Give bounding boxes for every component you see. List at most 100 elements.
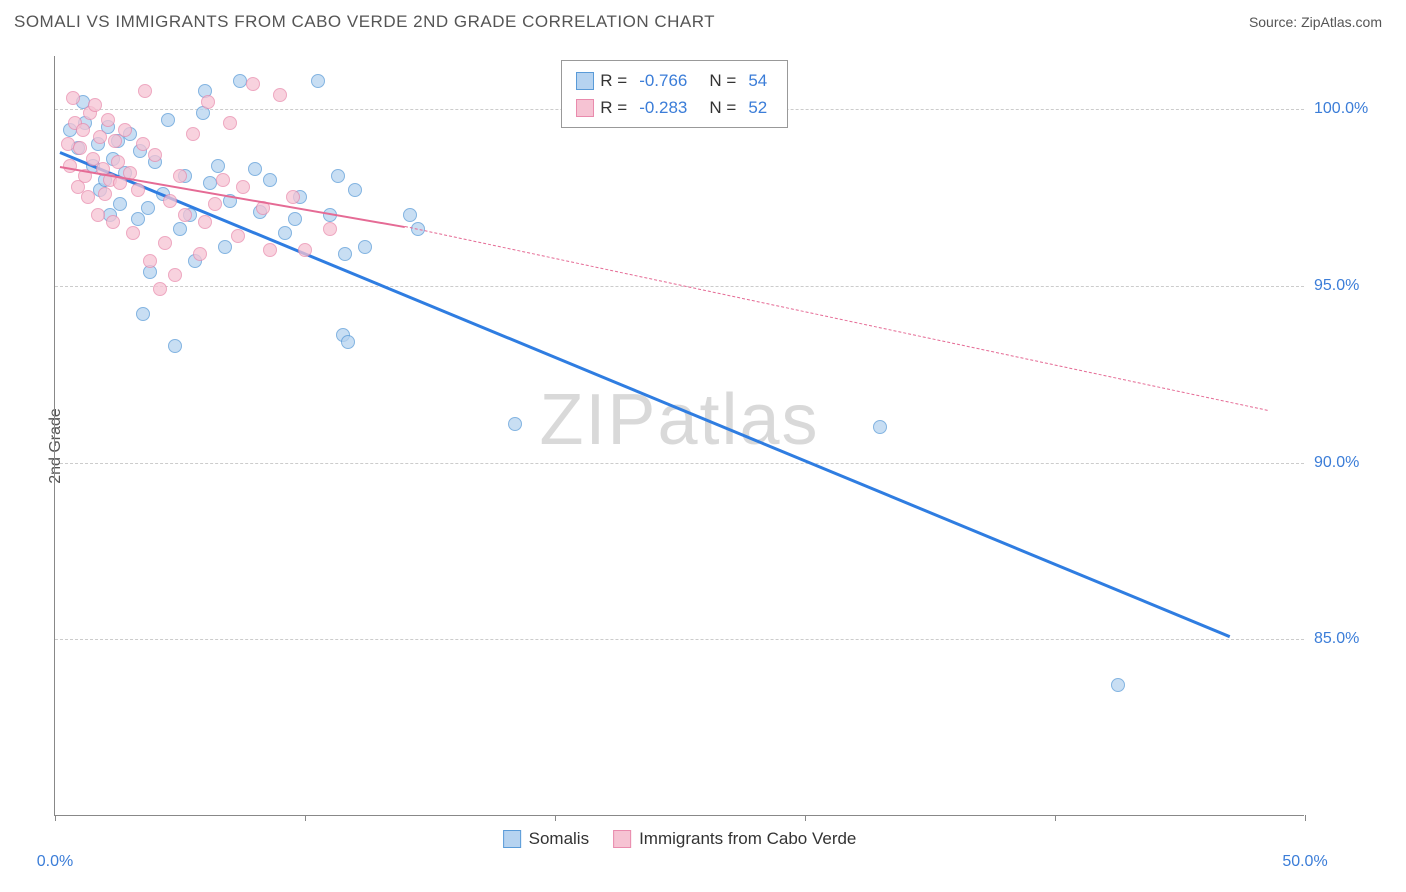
scatter-point	[136, 137, 150, 151]
r-value: -0.283	[639, 94, 687, 121]
stats-legend-row: R = -0.766 N = 54	[576, 67, 773, 94]
trend-line	[405, 226, 1268, 411]
scatter-point	[273, 88, 287, 102]
x-tick-label: 50.0%	[1282, 853, 1327, 871]
scatter-point	[76, 123, 90, 137]
scatter-point	[403, 208, 417, 222]
scatter-point	[178, 208, 192, 222]
n-label: N =	[709, 67, 736, 94]
scatter-point	[66, 91, 80, 105]
scatter-point	[168, 339, 182, 353]
x-tick-mark	[1305, 815, 1306, 821]
r-label: R =	[600, 67, 627, 94]
n-label: N =	[709, 94, 736, 121]
scatter-point	[348, 183, 362, 197]
scatter-point	[246, 77, 260, 91]
scatter-point	[88, 98, 102, 112]
legend-label: Somalis	[529, 829, 589, 849]
scatter-point	[141, 201, 155, 215]
r-label: R =	[600, 94, 627, 121]
y-tick-label: 85.0%	[1314, 630, 1384, 648]
scatter-point	[278, 226, 292, 240]
x-tick-mark	[55, 815, 56, 821]
legend-swatch	[576, 72, 594, 90]
gridline	[55, 639, 1304, 640]
scatter-point	[286, 190, 300, 204]
chart-container: 2nd Grade ZIPatlas 85.0%90.0%95.0%100.0%…	[14, 46, 1392, 846]
legend-swatch	[613, 830, 631, 848]
scatter-point	[263, 173, 277, 187]
n-value: 54	[748, 67, 767, 94]
scatter-point	[323, 222, 337, 236]
scatter-point	[131, 212, 145, 226]
x-tick-mark	[1055, 815, 1056, 821]
scatter-point	[193, 247, 207, 261]
scatter-point	[223, 116, 237, 130]
legend-item: Immigrants from Cabo Verde	[613, 829, 856, 849]
scatter-point	[158, 236, 172, 250]
scatter-point	[231, 229, 245, 243]
scatter-point	[138, 84, 152, 98]
scatter-point	[91, 208, 105, 222]
scatter-point	[201, 95, 215, 109]
x-tick-mark	[305, 815, 306, 821]
trend-line	[59, 152, 1230, 639]
scatter-point	[236, 180, 250, 194]
stats-legend: R = -0.766 N = 54 R = -0.283 N = 52	[561, 60, 788, 128]
scatter-point	[216, 173, 230, 187]
x-tick-label: 0.0%	[37, 853, 73, 871]
scatter-point	[338, 247, 352, 261]
scatter-point	[93, 130, 107, 144]
scatter-point	[73, 141, 87, 155]
scatter-point	[331, 169, 345, 183]
scatter-point	[186, 127, 200, 141]
scatter-point	[341, 335, 355, 349]
scatter-point	[173, 169, 187, 183]
scatter-point	[161, 113, 175, 127]
scatter-point	[106, 215, 120, 229]
r-value: -0.766	[639, 67, 687, 94]
stats-legend-row: R = -0.283 N = 52	[576, 94, 773, 121]
scatter-point	[288, 212, 302, 226]
scatter-point	[168, 268, 182, 282]
y-tick-label: 100.0%	[1314, 100, 1384, 118]
scatter-point	[81, 190, 95, 204]
scatter-point	[358, 240, 372, 254]
legend-swatch	[576, 99, 594, 117]
scatter-point	[263, 243, 277, 257]
scatter-point	[163, 194, 177, 208]
gridline	[55, 463, 1304, 464]
scatter-point	[118, 123, 132, 137]
x-tick-mark	[805, 815, 806, 821]
n-value: 52	[748, 94, 767, 121]
scatter-point	[126, 226, 140, 240]
scatter-point	[136, 307, 150, 321]
scatter-point	[131, 183, 145, 197]
scatter-point	[173, 222, 187, 236]
chart-title: SOMALI VS IMMIGRANTS FROM CABO VERDE 2ND…	[14, 12, 715, 32]
y-tick-label: 90.0%	[1314, 454, 1384, 472]
scatter-point	[198, 215, 212, 229]
scatter-point	[143, 254, 157, 268]
scatter-point	[508, 417, 522, 431]
legend-item: Somalis	[503, 829, 589, 849]
scatter-point	[211, 159, 225, 173]
scatter-point	[108, 134, 122, 148]
scatter-point	[873, 420, 887, 434]
gridline	[55, 286, 1304, 287]
scatter-point	[98, 187, 112, 201]
scatter-point	[111, 155, 125, 169]
scatter-point	[311, 74, 325, 88]
legend-label: Immigrants from Cabo Verde	[639, 829, 856, 849]
scatter-point	[101, 113, 115, 127]
x-tick-mark	[555, 815, 556, 821]
scatter-point	[298, 243, 312, 257]
source-label: Source: ZipAtlas.com	[1249, 14, 1382, 30]
scatter-point	[248, 162, 262, 176]
legend-swatch	[503, 830, 521, 848]
plot-area: ZIPatlas 85.0%90.0%95.0%100.0%0.0%50.0%R…	[54, 56, 1304, 816]
scatter-point	[218, 240, 232, 254]
series-legend: Somalis Immigrants from Cabo Verde	[503, 829, 857, 849]
scatter-point	[148, 148, 162, 162]
scatter-point	[208, 197, 222, 211]
